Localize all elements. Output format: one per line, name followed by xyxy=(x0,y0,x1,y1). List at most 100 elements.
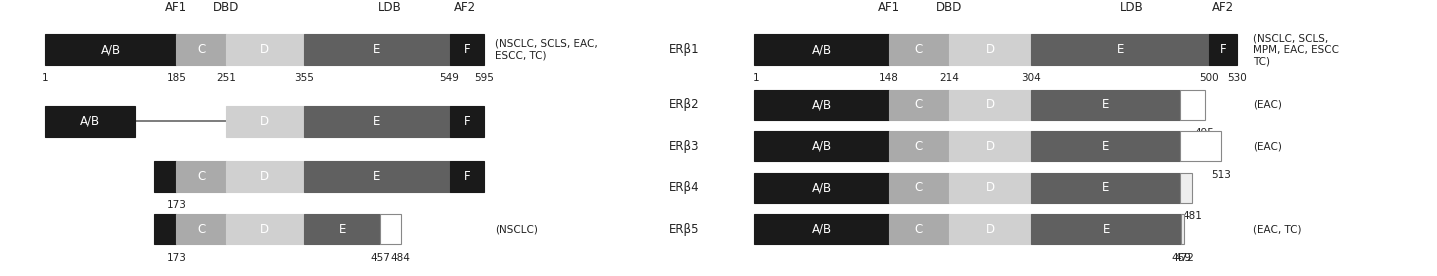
Bar xyxy=(226,214,303,244)
Text: 595: 595 xyxy=(474,73,494,83)
Text: A/B: A/B xyxy=(812,140,832,153)
Bar xyxy=(754,90,890,120)
Text: C: C xyxy=(197,222,205,236)
Text: LDB: LDB xyxy=(378,1,402,14)
Text: ERβ5: ERβ5 xyxy=(670,222,700,236)
Bar xyxy=(754,131,890,161)
Bar xyxy=(450,106,484,137)
Text: ERβ3: ERβ3 xyxy=(670,140,700,153)
Text: 1: 1 xyxy=(753,73,759,83)
Text: C: C xyxy=(915,222,923,236)
Text: A/B: A/B xyxy=(812,181,832,194)
Text: C: C xyxy=(915,140,923,153)
Bar xyxy=(1030,214,1181,244)
Bar xyxy=(303,106,450,137)
Bar xyxy=(303,34,450,65)
Text: 304: 304 xyxy=(1022,73,1040,83)
Bar xyxy=(890,131,948,161)
Text: D: D xyxy=(260,43,270,56)
Text: (NSCLC, SCLS,
MPM, EAC, ESCC
TC): (NSCLC, SCLS, MPM, EAC, ESCC TC) xyxy=(1253,33,1339,66)
Bar xyxy=(303,161,450,192)
Text: 549: 549 xyxy=(440,73,460,83)
Bar xyxy=(754,172,890,203)
Text: C: C xyxy=(915,98,923,112)
Text: D: D xyxy=(260,170,270,183)
Text: 530: 530 xyxy=(1227,73,1246,83)
Bar xyxy=(381,214,401,244)
Text: F: F xyxy=(1220,43,1226,56)
Text: 481: 481 xyxy=(1183,211,1201,221)
Bar xyxy=(1030,131,1180,161)
Bar xyxy=(226,106,303,137)
Bar xyxy=(1180,172,1193,203)
Text: 1: 1 xyxy=(42,73,49,83)
Text: AF1: AF1 xyxy=(165,1,187,14)
Bar xyxy=(226,161,303,192)
Text: C: C xyxy=(915,181,923,194)
Text: DBD: DBD xyxy=(213,1,239,14)
Text: A/B: A/B xyxy=(812,222,832,236)
Text: E: E xyxy=(1102,98,1109,112)
Bar xyxy=(177,34,226,65)
Bar xyxy=(948,214,1030,244)
Text: A/B: A/B xyxy=(101,43,121,56)
Text: 472: 472 xyxy=(1174,253,1194,262)
Text: 495: 495 xyxy=(1196,128,1214,138)
Text: 469: 469 xyxy=(1171,253,1191,262)
Text: (EAC): (EAC) xyxy=(1253,100,1282,110)
Bar xyxy=(948,172,1030,203)
Bar xyxy=(890,172,948,203)
Text: 251: 251 xyxy=(216,73,236,83)
Text: D: D xyxy=(260,115,270,128)
Text: A/B: A/B xyxy=(80,115,101,128)
Text: C: C xyxy=(197,170,205,183)
Text: A/B: A/B xyxy=(812,43,832,56)
Text: ERβ2: ERβ2 xyxy=(670,98,700,112)
Bar xyxy=(754,34,890,65)
Text: E: E xyxy=(1117,43,1124,56)
Text: E: E xyxy=(1102,222,1109,236)
Text: AF2: AF2 xyxy=(454,1,476,14)
Text: C: C xyxy=(197,43,205,56)
Bar xyxy=(177,161,226,192)
Bar xyxy=(1181,214,1184,244)
Bar xyxy=(450,161,484,192)
Text: D: D xyxy=(260,222,270,236)
Bar xyxy=(890,214,948,244)
Bar xyxy=(45,106,135,137)
Bar xyxy=(1180,90,1204,120)
Bar xyxy=(226,34,303,65)
Bar xyxy=(154,214,177,244)
Text: 484: 484 xyxy=(391,253,411,262)
Text: DBD: DBD xyxy=(935,1,963,14)
Text: E: E xyxy=(1102,181,1109,194)
Text: (EAC): (EAC) xyxy=(1253,141,1282,151)
Bar xyxy=(303,214,381,244)
Text: E: E xyxy=(374,43,381,56)
Bar xyxy=(1210,34,1237,65)
Text: 457: 457 xyxy=(371,253,391,262)
Text: E: E xyxy=(1102,140,1109,153)
Text: 173: 173 xyxy=(167,200,187,210)
Bar xyxy=(1030,34,1210,65)
Text: D: D xyxy=(986,140,994,153)
Bar xyxy=(1180,131,1221,161)
Bar xyxy=(1030,90,1180,120)
Text: 513: 513 xyxy=(1211,170,1232,180)
Bar xyxy=(890,34,948,65)
Text: 185: 185 xyxy=(167,73,187,83)
Bar xyxy=(754,214,890,244)
Text: D: D xyxy=(986,43,994,56)
Text: C: C xyxy=(915,43,923,56)
Bar xyxy=(948,34,1030,65)
Text: LDB: LDB xyxy=(1121,1,1144,14)
Text: 173: 173 xyxy=(167,253,187,262)
Bar xyxy=(948,131,1030,161)
Text: AF1: AF1 xyxy=(878,1,900,14)
Text: 355: 355 xyxy=(295,73,313,83)
Bar xyxy=(890,90,948,120)
Text: (EAC, TC): (EAC, TC) xyxy=(1253,224,1302,234)
Text: E: E xyxy=(339,222,346,236)
Text: ERβ4: ERβ4 xyxy=(670,181,700,194)
Text: D: D xyxy=(986,181,994,194)
